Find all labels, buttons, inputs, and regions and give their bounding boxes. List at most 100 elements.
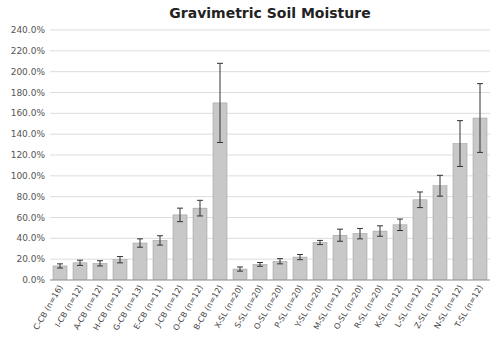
error-line bbox=[180, 208, 181, 222]
error-bar bbox=[77, 260, 83, 265]
bar bbox=[193, 208, 207, 280]
error-bar bbox=[317, 240, 323, 244]
error-line bbox=[60, 264, 61, 268]
grid-line bbox=[50, 30, 490, 31]
bar bbox=[73, 263, 87, 280]
error-cap bbox=[117, 262, 123, 263]
error-bar bbox=[177, 208, 183, 222]
error-bar bbox=[217, 63, 223, 142]
error-cap bbox=[437, 175, 443, 176]
error-bar bbox=[97, 261, 103, 266]
error-cap bbox=[337, 229, 343, 230]
grid-line bbox=[50, 92, 490, 93]
y-tick-label: 240.0% bbox=[11, 25, 46, 35]
error-cap bbox=[137, 238, 143, 239]
error-cap bbox=[357, 228, 363, 229]
error-line bbox=[460, 121, 461, 167]
error-cap bbox=[77, 260, 83, 261]
x-tick-label: T-SL (n=12) bbox=[453, 284, 485, 330]
error-cap bbox=[477, 83, 483, 84]
x-axis: C-CB (n=16)I-CB (n=12)A-CB (n=12)H-CB (n… bbox=[32, 284, 485, 333]
error-cap bbox=[377, 225, 383, 226]
error-cap bbox=[297, 259, 303, 260]
error-cap bbox=[237, 271, 243, 272]
y-tick-label: 180.0% bbox=[11, 88, 46, 98]
grid-line bbox=[50, 71, 490, 72]
y-axis: 0.0%20.0%40.0%60.0%80.0%100.0%120.0%140.… bbox=[11, 25, 490, 285]
error-cap bbox=[317, 244, 323, 245]
error-cap bbox=[277, 263, 283, 264]
error-line bbox=[440, 175, 441, 196]
bar bbox=[393, 225, 407, 280]
error-cap bbox=[57, 268, 63, 269]
grid-line bbox=[50, 280, 490, 281]
error-line bbox=[280, 259, 281, 264]
y-tick-label: 20.0% bbox=[16, 254, 45, 264]
error-cap bbox=[137, 247, 143, 248]
error-cap bbox=[297, 254, 303, 255]
error-cap bbox=[157, 245, 163, 246]
error-line bbox=[80, 260, 81, 265]
bar bbox=[433, 186, 447, 280]
error-cap bbox=[477, 152, 483, 153]
bars bbox=[53, 63, 487, 280]
grid-line bbox=[50, 155, 490, 156]
error-bar bbox=[417, 192, 423, 208]
error-cap bbox=[237, 266, 243, 267]
error-cap bbox=[97, 260, 103, 261]
grid-line bbox=[50, 113, 490, 114]
title: Gravimetric Soil Moisture bbox=[169, 5, 370, 21]
bar bbox=[253, 264, 267, 280]
bar bbox=[373, 231, 387, 280]
error-bar bbox=[357, 228, 363, 238]
error-bar bbox=[237, 267, 243, 271]
error-bar bbox=[437, 175, 443, 196]
error-cap bbox=[197, 215, 203, 216]
error-line bbox=[220, 63, 221, 142]
error-bar bbox=[457, 121, 463, 167]
chart: Gravimetric Soil Moisture0.0%20.0%40.0%6… bbox=[0, 0, 500, 344]
error-cap bbox=[277, 258, 283, 259]
y-tick-label: 60.0% bbox=[16, 213, 45, 223]
bar bbox=[133, 243, 147, 280]
error-bar bbox=[137, 239, 143, 247]
error-cap bbox=[417, 191, 423, 192]
y-tick-label: 80.0% bbox=[16, 192, 45, 202]
error-cap bbox=[457, 166, 463, 167]
x-axis-line bbox=[50, 280, 490, 281]
error-line bbox=[360, 228, 361, 238]
error-line bbox=[160, 236, 161, 245]
error-bar bbox=[257, 263, 263, 267]
grid-line bbox=[50, 50, 490, 51]
error-cap bbox=[217, 142, 223, 143]
error-line bbox=[260, 263, 261, 267]
error-bar bbox=[337, 229, 343, 241]
bar bbox=[93, 263, 107, 280]
error-cap bbox=[197, 200, 203, 201]
error-line bbox=[380, 226, 381, 236]
error-cap bbox=[257, 262, 263, 263]
error-line bbox=[420, 192, 421, 208]
error-line bbox=[320, 240, 321, 244]
error-cap bbox=[377, 236, 383, 237]
bar bbox=[113, 260, 127, 280]
error-cap bbox=[397, 230, 403, 231]
bar bbox=[153, 240, 167, 280]
error-line bbox=[240, 267, 241, 271]
bar bbox=[353, 234, 367, 280]
y-tick-label: 220.0% bbox=[11, 46, 46, 56]
bar bbox=[293, 257, 307, 280]
error-cap bbox=[317, 240, 323, 241]
error-cap bbox=[57, 263, 63, 264]
bar bbox=[333, 235, 347, 280]
error-cap bbox=[157, 235, 163, 236]
error-bar bbox=[157, 236, 163, 245]
bar bbox=[413, 200, 427, 280]
error-cap bbox=[177, 208, 183, 209]
y-tick-label: 0.0% bbox=[22, 275, 45, 285]
error-cap bbox=[457, 120, 463, 121]
error-cap bbox=[97, 265, 103, 266]
error-cap bbox=[337, 241, 343, 242]
error-cap bbox=[357, 238, 363, 239]
error-cap bbox=[417, 207, 423, 208]
